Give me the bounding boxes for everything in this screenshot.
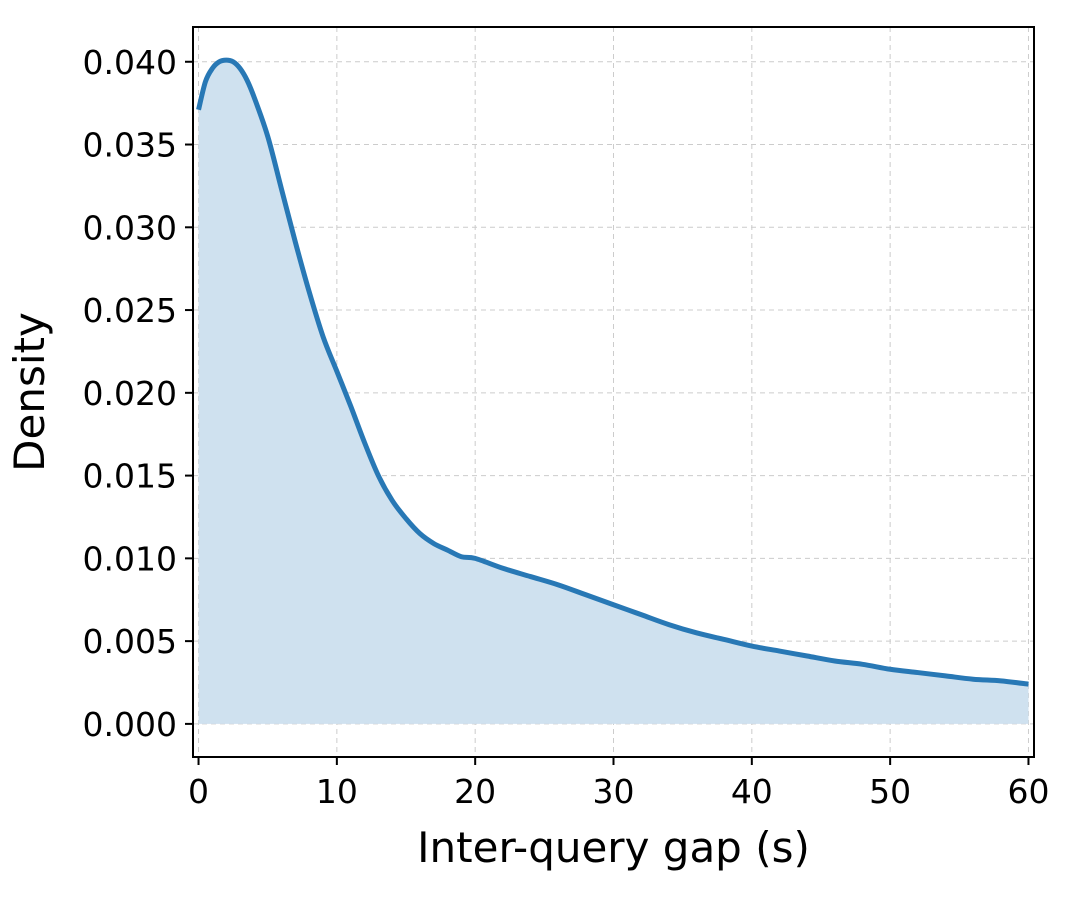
y-tick-labels: 0.000 0.005 0.010 0.015 0.020 0.025 0.030 0.035… [83, 43, 177, 744]
series-line [196, 57, 1029, 687]
axis-ticks [185, 60, 1030, 765]
x-tick-label: 50 [869, 772, 911, 811]
x-tick-label: 60 [1007, 772, 1049, 811]
density-line [196, 57, 1029, 687]
x-tick-label: 30 [593, 772, 635, 811]
x-tick-label: 20 [454, 772, 496, 811]
series-area [198, 60, 1029, 724]
y-tick-label: 0.000 [83, 705, 177, 744]
y-tick-label: 0.020 [83, 374, 177, 413]
y-tick-label: 0.005 [83, 622, 177, 661]
x-tick-label: 10 [316, 772, 358, 811]
x-tick-labels: 0 10 20 30 40 50 60 [188, 772, 1049, 811]
y-tick-label: 0.040 [83, 43, 177, 82]
density-area [198, 60, 1029, 724]
y-axis-label: Density [5, 312, 54, 472]
y-tick-label: 0.015 [83, 457, 177, 496]
x-tick-label: 0 [188, 772, 209, 811]
y-tick-label: 0.010 [83, 539, 177, 578]
x-tick-label: 40 [731, 772, 773, 811]
x-axis-label: Inter-query gap (s) [417, 823, 810, 872]
y-tick-label: 0.035 [83, 126, 177, 165]
y-tick-label: 0.030 [83, 208, 177, 247]
y-tick-label: 0.025 [83, 291, 177, 330]
